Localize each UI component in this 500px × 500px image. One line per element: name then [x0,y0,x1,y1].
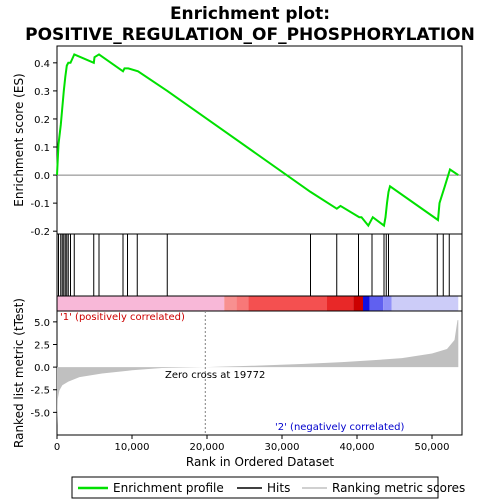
colorbar-segment [57,296,225,311]
zero-cross-label: Zero cross at 19772 [165,370,265,381]
es-y-tick-label: 0.3 [34,87,50,98]
metric-y-tick-label: 0.0 [34,363,50,374]
metric-x-axis-label: Rank in Ordered Dataset [186,455,334,469]
plot-title-line1: Enrichment plot: [170,4,330,24]
metric-x-tick-label: 20,000 [190,442,225,453]
rank-colorbar [56,295,463,312]
es-y-tick-label: 0.2 [34,115,50,126]
colorbar-segment [363,296,370,311]
positive-correlated-label: '1' (positively correlated) [60,312,185,323]
es-y-axis-label: Enrichment score (ES) [12,73,26,206]
metric-y-tick-label: 2.5 [34,340,50,351]
hits-panel [56,233,463,297]
colorbar-segment [383,296,392,311]
metric-x-tick-label: 0 [54,442,60,453]
metric-panel: 5.0 2.5 0.0 -2.5 -5.0 0 10,000 20,000 30,000 40,… [12,298,463,469]
legend: Enrichment profile Hits Ranking metric s… [71,476,465,499]
metric-x-tick-label: 30,000 [265,442,300,453]
colorbar-segment [369,296,384,311]
legend-hits-label: Hits [267,481,290,495]
es-panel-frame [56,45,463,235]
es-y-tick-label: 0.1 [34,143,50,154]
es-y-tick-label: -0.1 [30,199,50,210]
colorbar-segment [236,296,249,311]
es-y-tick-label: 0.0 [34,171,50,182]
plot-title-line2: POSITIVE_REGULATION_OF_PHOSPHORYLATION [25,25,475,45]
es-profile-line [56,53,459,228]
metric-x-tick-label: 40,000 [340,442,375,453]
es-y-tick-label: 0.4 [34,59,50,70]
es-panel: 0.4 0.3 0.2 0.1 0.0 -0.1 -0.2 Enrichment score… [12,45,463,238]
colorbar-segment [224,296,237,311]
metric-y-tick-label: 5.0 [34,318,50,329]
metric-x-tick-label: 10,000 [115,442,150,453]
legend-metric-label: Ranking metric scores [332,481,465,495]
metric-y-axis-label: Ranked list metric (tTest) [12,298,26,448]
metric-x-tick-label: 50,000 [415,442,450,453]
colorbar-segment [248,296,327,311]
colorbar-segment [327,296,354,311]
legend-enrichment-label: Enrichment profile [113,481,224,495]
metric-y-tick-label: -5.0 [30,408,50,419]
negative-correlated-label: '2' (negatively correlated) [275,422,404,433]
metric-y-tick-label: -2.5 [30,386,50,397]
es-y-tick-label: -0.2 [30,227,50,238]
hits-panel-frame [56,233,463,297]
colorbar-segment [391,296,459,311]
colorbar-segment [353,296,363,311]
metric-panel-frame [56,310,463,436]
